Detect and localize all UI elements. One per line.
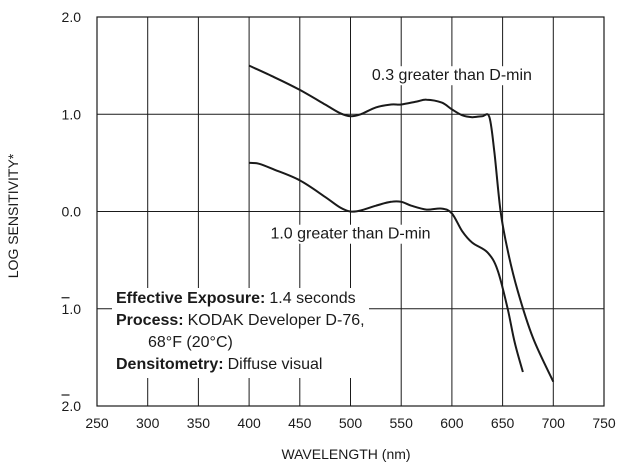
x-tick-700: 700 — [542, 415, 566, 431]
exposure-key: Effective Exposure: — [116, 290, 266, 307]
x-tick-450: 450 — [288, 415, 312, 431]
y-tick--2: 2.0 — [62, 398, 82, 414]
curve-series-2 — [249, 161, 524, 373]
x-tick-650: 650 — [491, 415, 515, 431]
x-tick-500: 500 — [339, 415, 363, 431]
densitometry-row: Densitometry: Diffuse visual — [116, 354, 365, 376]
densitometry-value: Diffuse visual — [227, 356, 323, 373]
y-axis-label: LOG SENSITIVITY* — [5, 153, 21, 278]
x-tick-750: 750 — [592, 415, 616, 431]
exposure-value: 1.4 seconds — [269, 290, 356, 307]
curve-labels: 0.3 greater than D-min 1.0 greater than D… — [267, 66, 535, 244]
y-tick-2: 2.0 — [62, 9, 82, 25]
tick-labels: 250 300 350 400 450 500 550 600 650 700 750 2.0 1.0 0… — [61, 9, 616, 431]
x-tick-300: 300 — [136, 415, 160, 431]
y-tick-0: 0.0 — [62, 204, 82, 220]
x-tick-350: 350 — [187, 415, 211, 431]
process-row: Process: KODAK Developer D-76, — [116, 310, 365, 332]
curves — [248, 64, 555, 383]
curve-label-1: 0.3 greater than D-min — [372, 67, 532, 84]
process-value: KODAK Developer D-76, — [187, 312, 365, 329]
x-tick-550: 550 — [390, 415, 414, 431]
curve-label-2: 1.0 greater than D-min — [270, 226, 430, 243]
curve-label-background — [267, 224, 434, 244]
x-tick-400: 400 — [237, 415, 261, 431]
process-temperature: 68°F (20°C) — [148, 334, 233, 351]
process-key: Process: — [116, 312, 184, 329]
x-axis-label: WAVELENGTH (nm) — [281, 446, 410, 462]
exposure-row: Effective Exposure: 1.4 seconds — [116, 288, 365, 310]
y-tick--1: 1.0 — [62, 301, 82, 317]
x-tick-600: 600 — [440, 415, 464, 431]
exposure-notes: Effective Exposure: 1.4 seconds Process: K… — [112, 288, 369, 378]
curve-series-1 — [248, 64, 555, 383]
x-tick-250: 250 — [85, 415, 109, 431]
y-tick-1: 1.0 — [62, 106, 82, 122]
densitometry-key: Densitometry: — [116, 356, 224, 373]
curve-label-background — [368, 66, 535, 86]
